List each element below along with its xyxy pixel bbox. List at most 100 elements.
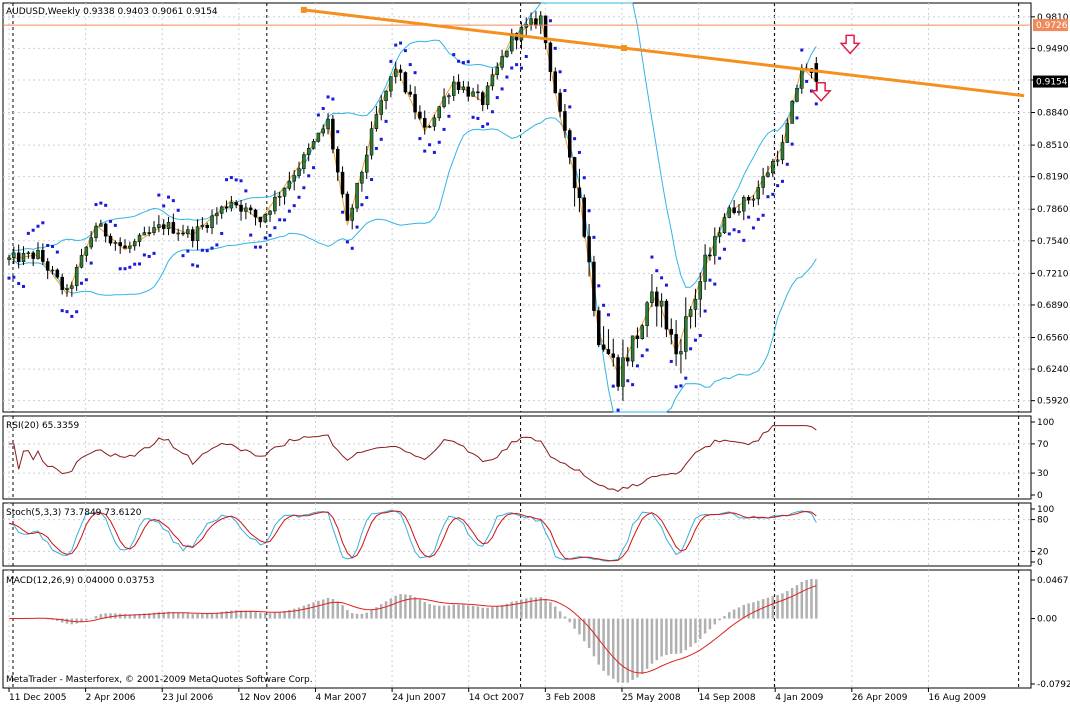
- sar-dot: [645, 348, 649, 352]
- candle-body: [137, 234, 142, 242]
- candle-body: [451, 81, 456, 96]
- candle-body: [534, 18, 538, 26]
- candle-body: [282, 188, 287, 197]
- trendline-handle: [300, 6, 307, 13]
- candle-body: [229, 202, 234, 209]
- sar-dot: [461, 61, 465, 65]
- sar-dot: [519, 66, 523, 70]
- price-panel-title: AUDUSD,Weekly 0.9338 0.9403 0.9061 0.915…: [6, 7, 218, 17]
- sar-dot: [55, 250, 59, 254]
- sar-dot: [283, 218, 287, 222]
- sar-dot: [780, 179, 784, 183]
- candle-body: [103, 223, 108, 237]
- candle-body: [181, 232, 185, 235]
- candle-body: [161, 224, 166, 229]
- sar-dot: [626, 379, 630, 383]
- price-y-tick-label: 0.8840: [1037, 109, 1069, 119]
- x-tick-label: 25 May 2008: [622, 693, 681, 703]
- macd-y-tick-label: 0.00: [1037, 615, 1057, 625]
- sar-dot: [423, 149, 427, 153]
- candle-body: [403, 72, 408, 93]
- rsi-y-tick-label: 0: [1037, 491, 1043, 501]
- candle-body: [94, 226, 98, 238]
- candle-body: [186, 229, 190, 235]
- sar-dot: [727, 232, 731, 236]
- candle-body: [761, 176, 765, 188]
- grid-layer: [2, 2, 1032, 689]
- candle-body: [713, 236, 717, 256]
- candle-body: [466, 86, 470, 97]
- sar-dot: [563, 89, 567, 93]
- candle-body: [722, 217, 727, 234]
- price-y-tick-label: 0.7540: [1037, 237, 1069, 247]
- candle-body: [84, 246, 89, 256]
- candle-body: [331, 118, 335, 150]
- candle-body: [785, 123, 790, 143]
- sar-dot: [515, 63, 519, 67]
- sar-dot: [747, 215, 751, 219]
- sar-dot: [660, 276, 664, 280]
- sar-dot: [7, 276, 11, 280]
- sar-dot: [408, 63, 412, 67]
- trendline: [303, 8, 1025, 98]
- candle-body: [239, 204, 243, 212]
- x-tick-label: 12 Nov 2006: [239, 693, 297, 703]
- sar-dot: [597, 284, 601, 288]
- candle-body: [553, 71, 558, 94]
- sar-dot: [394, 43, 398, 47]
- sar-dot: [370, 178, 374, 182]
- sar-dot: [374, 146, 378, 150]
- candle-body: [123, 245, 127, 249]
- sar-dot: [355, 225, 359, 229]
- macd-panel-title: MACD(12,26,9) 0.04000 0.03753: [6, 576, 155, 586]
- candle-body: [50, 269, 55, 272]
- sar-dot: [60, 309, 64, 313]
- macd-panel[interactable]: [8, 578, 818, 683]
- candle-body: [210, 215, 214, 229]
- stoch-panel[interactable]: [3, 509, 1031, 562]
- price-y-tick-label: 0.7860: [1037, 205, 1069, 215]
- sar-dot: [17, 282, 21, 286]
- candle-body: [297, 168, 301, 176]
- candle-body: [215, 213, 219, 217]
- candle-body: [447, 95, 451, 98]
- candle-body: [611, 353, 616, 358]
- macd-signal-line: [8, 585, 817, 674]
- candle-body: [128, 245, 132, 249]
- sar-dot: [611, 384, 615, 388]
- rsi-panel[interactable]: [3, 425, 1031, 492]
- sar-dot: [307, 174, 311, 178]
- hline-price-tag: 0.9726: [1036, 21, 1068, 31]
- candle-body: [495, 67, 499, 75]
- macd-y-tick-label: -0.07922: [1037, 680, 1070, 690]
- sar-dot: [742, 238, 746, 242]
- bollinger-lower-line: [8, 117, 817, 413]
- candle-body: [355, 182, 359, 209]
- candle-body: [422, 118, 427, 128]
- candle-body: [89, 237, 93, 248]
- candle-body: [79, 255, 84, 268]
- sar-dot: [118, 267, 122, 271]
- sar-dot: [196, 264, 200, 268]
- candle-body: [326, 118, 330, 130]
- candle-body: [287, 180, 292, 189]
- sar-dot: [655, 269, 659, 273]
- candle-body: [500, 56, 504, 68]
- sar-dot: [99, 201, 103, 205]
- sar-dot: [331, 97, 335, 101]
- candle-body: [461, 86, 466, 91]
- candle-body: [384, 90, 388, 102]
- x-tick-label: 14 Oct 2007: [469, 693, 525, 703]
- candle-body: [742, 197, 746, 212]
- sar-dot: [664, 283, 668, 287]
- sar-dot: [708, 278, 712, 282]
- sar-dot: [138, 262, 142, 266]
- sar-dot: [558, 70, 562, 74]
- price-panel[interactable]: [3, 2, 1031, 413]
- sar-dot: [650, 255, 654, 259]
- candle-body: [650, 291, 654, 304]
- candle-body: [311, 141, 316, 149]
- candle-body: [200, 224, 205, 227]
- sar-dot: [481, 125, 485, 129]
